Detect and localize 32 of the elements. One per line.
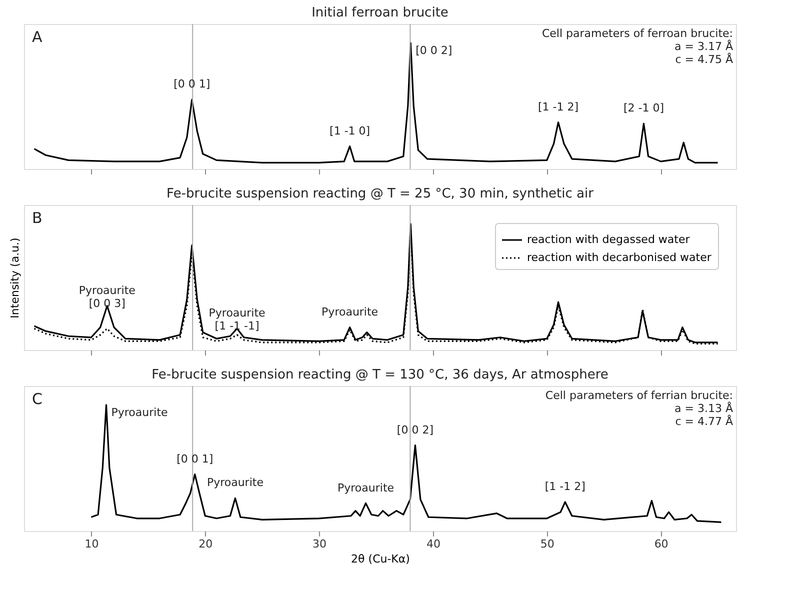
chart-title: Initial ferroan brucite xyxy=(312,6,448,20)
annotation: B xyxy=(32,209,42,227)
annotation: [1 -1 2] xyxy=(544,480,586,493)
x-tick-label: 10 xyxy=(84,538,99,550)
annotation: [1 -1 0] xyxy=(330,124,370,138)
y-axis-title: Intensity (a.u.) xyxy=(8,238,22,318)
annotation: Pyroaurite xyxy=(322,305,378,318)
annotation: [0 0 1] xyxy=(176,452,214,466)
annotation: [2 -1 0] xyxy=(623,102,664,115)
x-tick-label: 60 xyxy=(654,538,668,550)
legend-label: reaction with decarbonised water xyxy=(527,251,712,264)
x-axis-title: 2θ (Cu-Kα) xyxy=(351,552,410,566)
x-tick-label: 50 xyxy=(540,538,554,550)
annotation: C xyxy=(32,390,42,408)
x-tick-label: 20 xyxy=(198,538,213,550)
annotation: Pyroaurite [1 -1 -1] xyxy=(208,306,266,333)
annotation: [1 -1 2] xyxy=(538,100,579,114)
legend-label: reaction with degassed water xyxy=(527,233,690,246)
annotation: Pyroaurite xyxy=(206,476,264,490)
chart-title: Fe-brucite suspension reacting @ T = 130 °C, 36 days, Ar atmosphere xyxy=(152,368,608,382)
annotation: Pyroaurite [0 0 3] xyxy=(78,284,136,310)
x-tick-label: 40 xyxy=(426,538,440,550)
annotation: A xyxy=(32,28,43,46)
x-tick-label: 30 xyxy=(312,538,327,550)
annotation: Cell parameters of ferrian brucite: a = 3.13 Å c = 4.77 Å xyxy=(545,389,734,428)
annotation: [0 0 2] xyxy=(396,423,434,436)
annotation: [0 0 2] xyxy=(416,44,452,57)
annotation: Pyroaurite xyxy=(111,406,168,419)
annotation: Pyroaurite xyxy=(337,481,394,494)
chart-title: Fe-brucite suspension reacting @ T = 25 °C, 30 min, synthetic air xyxy=(166,186,594,202)
annotation: Cell parameters of ferroan brucite: a = 3.17 Å c = 4.75 Å xyxy=(542,27,734,66)
annotation: [0 0 1] xyxy=(174,78,210,91)
